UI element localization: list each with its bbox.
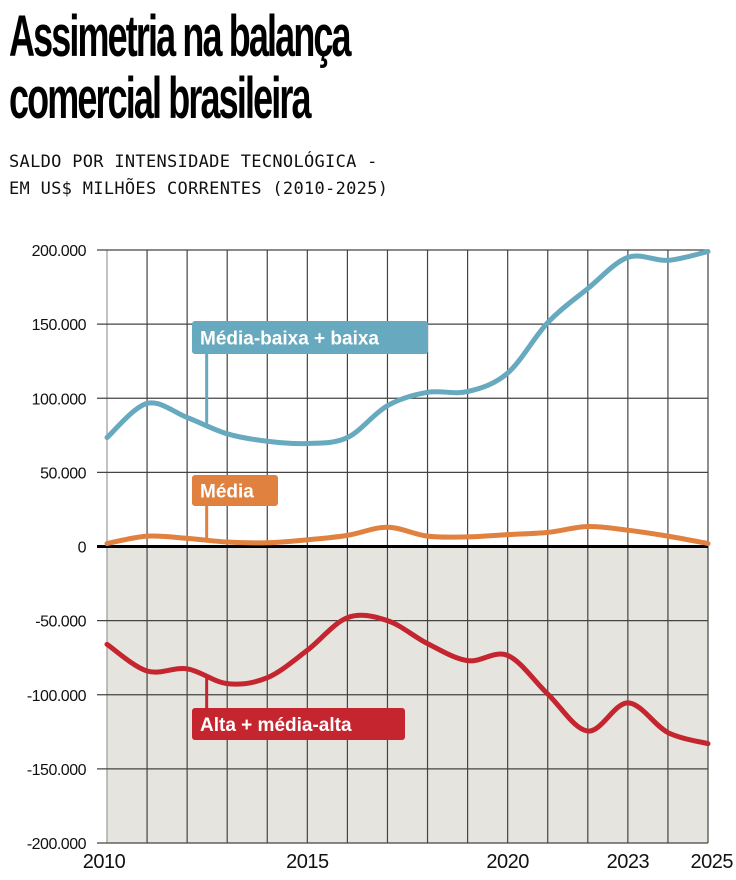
x-tick-label: 2010 [83, 851, 126, 873]
y-tick-label: -100.000 [27, 688, 87, 705]
title-line-2: comercial brasileira [9, 66, 311, 131]
y-tick-label: 200.000 [32, 243, 87, 260]
y-tick-label: -50.000 [35, 614, 86, 631]
series-labels: Média-baixa + baixa Média Alta + média-alt… [192, 321, 428, 740]
x-tick-label: 2020 [486, 851, 529, 873]
x-tick-label: 2015 [286, 851, 329, 873]
y-axis: 200.000 150.000 100.000 50.000 0 -50.000 -100.… [27, 243, 87, 853]
x-tick-label: 2025 [691, 851, 734, 873]
chart-title: Assimetria na balança comercial brasilei… [9, 4, 352, 131]
y-tick-label: -200.000 [27, 836, 87, 853]
series-label-box-media [192, 475, 278, 506]
series-label-media: Média [200, 482, 254, 503]
subtitle-line-2: EM US$ MILHÕES CORRENTES (2010-2025) [9, 179, 389, 199]
y-tick-label: 100.000 [32, 391, 87, 408]
y-tick-label: 0 [78, 540, 87, 557]
series-label-box-media-baixa-baixa [192, 321, 428, 354]
title-line-1: Assimetria na balança [9, 4, 352, 69]
series-line-media [104, 523, 711, 547]
x-tick-label: 2023 [607, 851, 650, 873]
x-axis: 2010 2015 2020 2023 2025 [83, 851, 734, 873]
y-tick-label: -150.000 [27, 762, 87, 779]
series-label-box-alta-media-alta [192, 708, 405, 740]
series-label-media-baixa-baixa: Média-baixa + baixa [200, 329, 379, 350]
y-tick-label: 50.000 [40, 465, 87, 482]
series-label-alta-media-alta: Alta + média-alta [200, 715, 352, 736]
series-line-media-baixa-baixa [104, 248, 711, 447]
y-tick-label: 150.000 [32, 317, 87, 334]
chart-subtitle: SALDO POR INTENSIDADE TECNOLÓGICA - EM U… [9, 149, 388, 203]
subtitle-line-1: SALDO POR INTENSIDADE TECNOLÓGICA - [9, 152, 378, 172]
